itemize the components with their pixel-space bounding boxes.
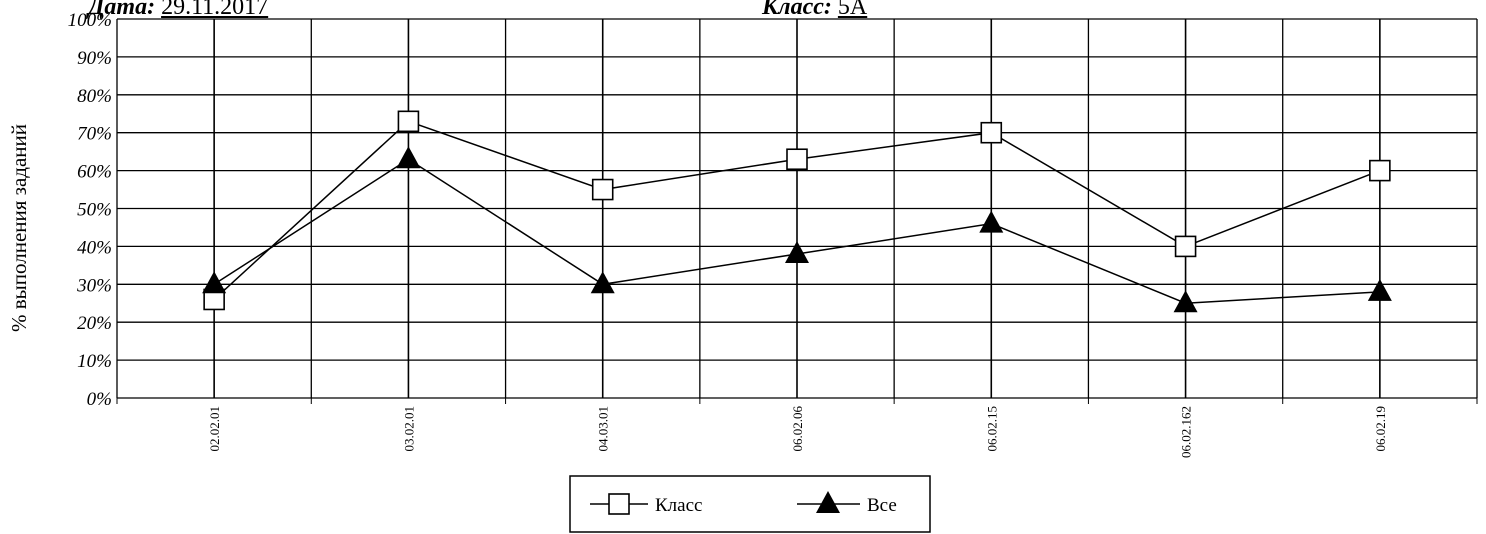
x-tick-label: 06.02.19 (1373, 406, 1388, 452)
triangle-marker (396, 146, 421, 169)
triangle-marker (785, 240, 809, 263)
square-marker (591, 178, 614, 201)
square-marker (980, 121, 1003, 144)
x-tick-labels: 02.02.01 03.02.01 04.03.01 06.02.06 06.02.15… (207, 406, 1388, 459)
y-tick-label: 70% (77, 124, 112, 145)
y-tick-labels: 0% 10% 20% 30% 40% 50% 60% 70% 80% 90% 100% (68, 10, 112, 410)
x-tick-label: 06.02.162 (1179, 406, 1194, 458)
triangle-marker (1367, 278, 1392, 301)
triangle-marker (979, 210, 1004, 233)
y-tick-label: 40% (77, 237, 112, 258)
class-label: Класс: (762, 0, 832, 20)
y-tick-label: 60% (77, 162, 112, 183)
legend-label-all: Все (867, 495, 897, 516)
y-tick-label: 50% (77, 200, 112, 221)
triangle-marker (590, 271, 615, 294)
x-tick-label: 06.02.06 (790, 406, 805, 452)
y-axis-label: % выполнения заданий (7, 124, 31, 332)
triangle-marker (1173, 290, 1198, 313)
x-tick-label: 04.03.01 (596, 406, 611, 452)
legend-label-class: Класс (655, 495, 702, 516)
legend-marker-class (608, 493, 630, 515)
date-header: Дата: 29.11.2017 (88, 0, 268, 21)
y-tick-label: 90% (77, 48, 112, 69)
square-marker (1369, 159, 1391, 182)
x-tick-label: 06.02.15 (984, 406, 999, 452)
x-tick-label: 02.02.01 (207, 406, 222, 452)
y-tick-label: 20% (77, 313, 112, 334)
square-marker (397, 110, 420, 133)
y-tick-label: 100% (68, 10, 112, 31)
date-label: Дата: (88, 0, 156, 20)
x-tick-label: 03.02.01 (401, 406, 416, 452)
y-tick-label: 30% (76, 275, 112, 296)
class-header: Класс: 5А (762, 0, 867, 21)
triangle-marker (202, 271, 227, 294)
y-tick-label: 10% (77, 351, 112, 372)
square-marker (786, 148, 808, 171)
y-tick-label: 80% (77, 86, 112, 107)
series-markers (202, 110, 1392, 313)
y-tick-label: 0% (87, 389, 112, 410)
legend-marker-all (816, 491, 840, 513)
square-marker (1174, 235, 1197, 258)
legend: Класс Все (569, 475, 931, 533)
class-value: 5А (837, 0, 868, 20)
date-value: 29.11.2017 (161, 0, 269, 20)
